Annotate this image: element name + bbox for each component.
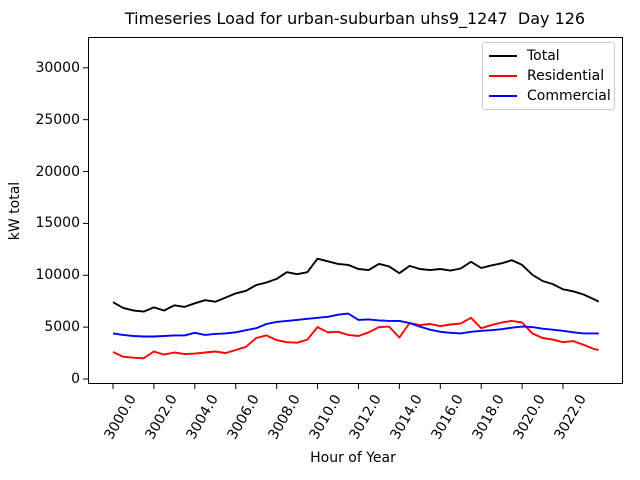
chart-title: Timeseries Load for urban-suburban uhs9_… (124, 9, 586, 28)
legend-item-total: Total (489, 46, 608, 66)
y-tick-label: 5000 (44, 319, 80, 336)
legend-line-sample-commercial (489, 95, 517, 97)
legend: Total Residential Commercial (482, 42, 615, 110)
y-tick-label: 10000 (35, 267, 80, 284)
legend-line-sample-total (489, 55, 517, 57)
y-tick-label: 25000 (35, 111, 80, 128)
y-tick-label: 0 (71, 371, 80, 387)
x-axis-label: Hour of Year (310, 450, 396, 466)
series-line-commercial (112, 312, 599, 338)
legend-label: Residential (527, 68, 605, 84)
series-line-total (112, 257, 600, 313)
y-tick-label: 15000 (35, 215, 80, 232)
legend-label: Total (527, 48, 560, 64)
y-tick-label: 30000 (35, 59, 80, 76)
legend-item-commercial: Commercial (489, 86, 611, 106)
series-line-residential (112, 316, 600, 360)
legend-line-sample-residential (489, 75, 517, 77)
legend-label: Commercial (527, 88, 611, 104)
y-tick-label: 20000 (35, 163, 80, 180)
legend-item-residential: Residential (489, 66, 608, 86)
